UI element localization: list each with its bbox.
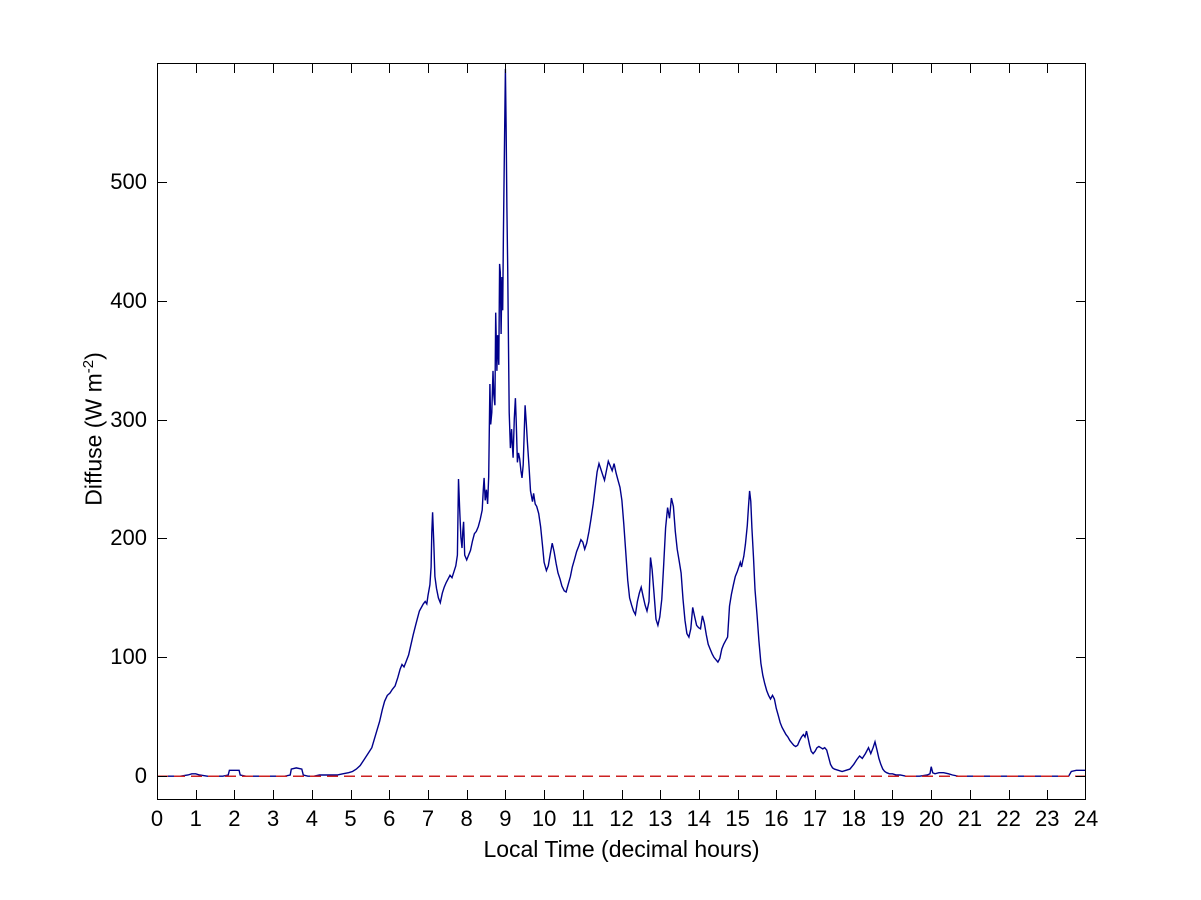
y-axis-label-text: Diffuse (W m — [80, 373, 107, 506]
y-axis-label-superscript: -2 — [80, 359, 97, 374]
x-tick-label: 7 — [421, 806, 435, 831]
x-tick-label: 17 — [802, 806, 828, 831]
y-tick-label: 100 — [110, 644, 147, 670]
x-tick-label: 6 — [383, 806, 396, 831]
x-tick-label: 20 — [918, 806, 944, 831]
x-tick-label: 21 — [957, 806, 983, 831]
x-tick-label: 8 — [460, 806, 473, 831]
x-tick-label: 24 — [1073, 806, 1099, 831]
x-tick-label: 5 — [344, 806, 357, 831]
x-tick-label: 10 — [531, 806, 557, 831]
y-tick-label: 500 — [110, 168, 147, 194]
x-tick-label: 23 — [1035, 806, 1060, 831]
x-tick-label: 18 — [841, 806, 866, 831]
x-tick-label: 22 — [996, 806, 1021, 831]
plot-svg — [157, 63, 1086, 800]
x-tick-label: 11 — [571, 806, 595, 831]
x-tick-label: 16 — [764, 806, 789, 831]
x-tick-label: 14 — [686, 806, 712, 831]
x-axis-label: Local Time (decimal hours) — [483, 836, 760, 862]
x-tick-label: 13 — [647, 806, 673, 831]
y-tick-label: 400 — [110, 287, 147, 313]
diffuse-irradiance-line — [157, 68, 1086, 777]
x-tick-label: 4 — [305, 806, 318, 831]
x-tick-label: 19 — [880, 806, 905, 831]
y-tick-label: 200 — [110, 525, 147, 551]
y-axis-label-close: ) — [80, 352, 107, 360]
axes-box — [157, 63, 1086, 800]
x-tick-label: 15 — [725, 806, 750, 831]
x-tick-label: 12 — [609, 806, 634, 831]
x-tick-label: 2 — [228, 806, 241, 831]
x-tick-label: 0 — [150, 806, 164, 831]
x-tick-label: 1 — [189, 806, 202, 831]
y-tick-label: 0 — [134, 763, 147, 789]
plot-area — [157, 63, 1086, 800]
y-tick-label: 300 — [110, 406, 147, 432]
x-tick-label: 9 — [499, 806, 512, 831]
x-tick-label: 3 — [267, 806, 280, 831]
